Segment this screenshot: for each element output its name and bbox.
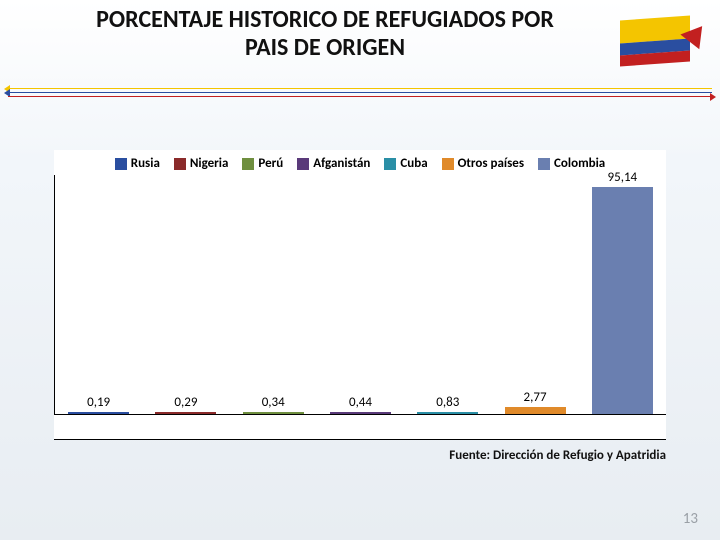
bar-rect	[417, 412, 478, 414]
flag-stripes	[620, 16, 690, 67]
bar-value-label: 95,14	[608, 170, 638, 185]
ecuador-flag-logo	[620, 18, 710, 78]
legend-item: Afganistán	[297, 156, 370, 171]
legend-swatch	[174, 158, 186, 170]
legend-label: Rusia	[131, 156, 160, 171]
bar-rect	[243, 412, 304, 414]
bar-rect	[330, 412, 391, 414]
bar-value-label: 0,83	[436, 395, 459, 410]
accent-line-blue	[8, 92, 712, 93]
legend-item: Cuba	[384, 156, 427, 171]
legend-item: Nigeria	[174, 156, 229, 171]
legend-swatch	[538, 158, 550, 170]
bar-value-label: 0,19	[87, 395, 110, 410]
chart-source-text: Fuente: Dirección de Refugio y Apatridia	[449, 448, 666, 463]
legend-swatch	[242, 158, 254, 170]
title-line-2: PAIS DE ORIGEN	[20, 34, 630, 62]
bar: 0,34	[243, 175, 304, 414]
bar-rect	[505, 407, 566, 414]
bar: 0,83	[417, 175, 478, 414]
legend-item: Otros países	[442, 156, 524, 171]
legend-item: Rusia	[115, 156, 160, 171]
title-line-1: PORCENTAJE HISTORICO DE REFUGIADOS POR	[20, 6, 630, 34]
bar: 95,14	[592, 175, 653, 414]
bar-value-label: 2,77	[524, 390, 547, 405]
legend-label: Cuba	[400, 156, 427, 171]
page-number: 13	[683, 510, 698, 528]
bar-value-label: 0,44	[349, 395, 372, 410]
legend-swatch	[384, 158, 396, 170]
slide-title: PORCENTAJE HISTORICO DE REFUGIADOS POR P…	[0, 6, 720, 61]
bar-value-label: 0,34	[262, 395, 285, 410]
title-accent-lines	[8, 88, 712, 97]
bar: 0,29	[155, 175, 216, 414]
legend-label: Colombia	[554, 156, 605, 171]
accent-line-yellow	[8, 88, 712, 89]
bar: 0,44	[330, 175, 391, 414]
chart-legend: Rusia Nigeria Perú Afganistán Cuba Otros país…	[54, 150, 666, 175]
legend-item: Colombia	[538, 156, 605, 171]
chart-plot-area: 0,19 0,29 0,34 0,44 0,83 2,77 95,14	[54, 175, 666, 415]
bar: 2,77	[505, 175, 566, 414]
bar-rect	[155, 412, 216, 414]
bar-value-label: 0,29	[174, 395, 197, 410]
legend-label: Perú	[258, 156, 283, 171]
legend-swatch	[442, 158, 454, 170]
legend-label: Nigeria	[190, 156, 229, 171]
legend-label: Otros países	[458, 156, 524, 171]
legend-label: Afganistán	[313, 156, 370, 171]
legend-swatch	[297, 158, 309, 170]
legend-item: Perú	[242, 156, 283, 171]
refugees-bar-chart: Rusia Nigeria Perú Afganistán Cuba Otros país…	[54, 150, 666, 440]
bar-rect	[592, 187, 653, 414]
legend-swatch	[115, 158, 127, 170]
accent-line-red	[8, 96, 712, 97]
bar-rect	[68, 412, 129, 414]
bar: 0,19	[68, 175, 129, 414]
